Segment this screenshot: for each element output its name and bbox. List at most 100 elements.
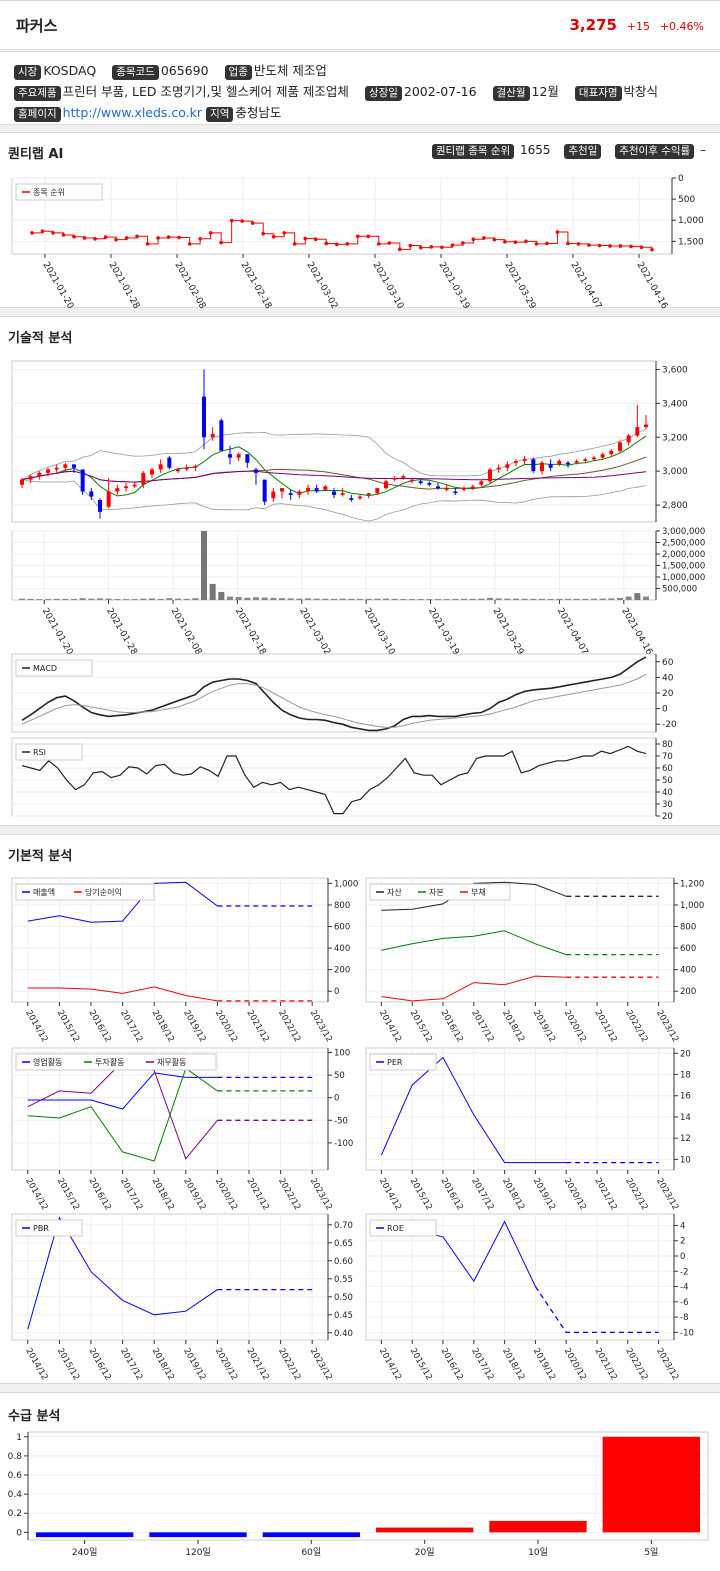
volume-bar bbox=[27, 598, 34, 600]
price-y-tick-label: 2,800 bbox=[662, 501, 688, 511]
macd-y-tick-label: 60 bbox=[662, 658, 674, 668]
rsi-y-tick-label: 40 bbox=[662, 788, 673, 798]
sales-x-tick-label: 2021/12 bbox=[244, 1009, 270, 1045]
cashflow-x-tick-label: 2023/12 bbox=[308, 1177, 334, 1213]
stock-header: 파커스 3,275 +15 +0.46% bbox=[0, 0, 720, 50]
pbr-y-tick-label: 0.65 bbox=[334, 1239, 353, 1249]
volume-bar bbox=[478, 598, 485, 600]
rank-point bbox=[503, 239, 507, 244]
volume-bar bbox=[426, 599, 433, 601]
rank-point bbox=[355, 234, 360, 239]
fiscal-value: 12월 bbox=[531, 84, 559, 99]
sales-legend-label: 당기순이익 bbox=[85, 887, 122, 897]
ai-title: 퀀티랩 AI bbox=[8, 147, 64, 162]
price-upper-band bbox=[21, 428, 647, 480]
price-candle-body bbox=[531, 459, 536, 472]
price-candle-body bbox=[54, 467, 59, 470]
volume-bar bbox=[62, 598, 69, 600]
balance-y-tick-label: 1,000 bbox=[680, 901, 704, 911]
price-candle-body bbox=[418, 481, 423, 484]
price-candle-body bbox=[548, 464, 553, 468]
per-legend-box bbox=[369, 1053, 437, 1071]
rank-point bbox=[524, 239, 528, 244]
price-candle-body bbox=[150, 469, 154, 475]
supply-x-tick-label: 240일 bbox=[72, 1547, 97, 1558]
sales-y-tick-label: 400 bbox=[334, 944, 350, 954]
rank-point bbox=[93, 237, 97, 241]
supply-x-tick-label: 60일 bbox=[301, 1547, 321, 1558]
rank-point bbox=[345, 242, 350, 246]
products-tag: 주요제품 bbox=[14, 86, 61, 101]
rank-y-tick-label: 500 bbox=[678, 195, 695, 205]
ceo-value: 박창식 bbox=[623, 84, 659, 99]
volume-bar bbox=[36, 599, 43, 601]
rank-point bbox=[492, 237, 497, 242]
volume-bar bbox=[573, 598, 580, 600]
price-ma60-line bbox=[21, 470, 647, 483]
supply-plot-area bbox=[27, 1431, 709, 1541]
balance-x-tick-label: 2021/12 bbox=[592, 1009, 618, 1045]
volume-bar bbox=[244, 597, 251, 600]
volume-bar bbox=[608, 598, 615, 600]
price-x-tick-label: 2021-01-20 bbox=[40, 607, 75, 658]
volume-bar bbox=[88, 598, 95, 600]
volume-bar bbox=[495, 598, 502, 600]
price-candle-body bbox=[401, 476, 406, 478]
volume-bar bbox=[435, 599, 441, 601]
price-candle-body bbox=[219, 420, 224, 451]
rank-value: 1655 bbox=[520, 143, 551, 157]
roe-x-tick-label: 2022/12 bbox=[623, 1347, 649, 1383]
per-legend-label: PER bbox=[387, 1058, 403, 1067]
rank-y-tick-label: 0 bbox=[678, 174, 684, 184]
macd-legend-label: MACD bbox=[33, 664, 57, 673]
volume-bar bbox=[209, 583, 216, 600]
supply-y-tick-label: 0 bbox=[16, 1528, 22, 1538]
company-info: 시장 KOSDAQ 종목코드 065690 업종 반도체 제조업 주요제품 프린터 부품… bbox=[0, 51, 720, 125]
region-value: 충청남도 bbox=[235, 105, 282, 120]
volume-bar bbox=[417, 598, 424, 600]
volume-bar bbox=[157, 598, 164, 600]
volume-bar bbox=[539, 598, 545, 600]
current-price: 3,275 bbox=[569, 16, 617, 34]
rank-point bbox=[450, 243, 455, 247]
price-candle-body bbox=[410, 479, 414, 482]
rank-point bbox=[145, 242, 150, 246]
ai-rank-bar: 퀀티랩 종목 순위 1655 추천일 추천이후 수익률 – bbox=[431, 143, 706, 159]
price-candle-body bbox=[158, 464, 163, 470]
rsi-y-tick-label: 70 bbox=[662, 752, 673, 762]
rank-point bbox=[482, 236, 486, 240]
macd-y-tick-label: 20 bbox=[662, 689, 674, 699]
rank-point bbox=[40, 229, 45, 233]
per-y-tick-label: 16 bbox=[680, 1092, 691, 1102]
cashflow-x-tick-label: 2022/12 bbox=[276, 1177, 302, 1213]
volume-bar bbox=[296, 598, 303, 600]
volume-bar bbox=[192, 598, 199, 600]
cashflow-x-tick-label: 2014/12 bbox=[23, 1177, 49, 1213]
sales-y-tick-label: 200 bbox=[334, 966, 350, 976]
rank-point bbox=[82, 236, 87, 240]
pbr-y-tick-label: 0.45 bbox=[334, 1311, 353, 1321]
per-x-tick-label: 2015/12 bbox=[408, 1177, 434, 1213]
balance-legend-label: 자본 bbox=[429, 888, 444, 897]
rank-point bbox=[587, 243, 591, 247]
volume-bar bbox=[322, 598, 329, 600]
per-x-tick-label: 2020/12 bbox=[562, 1177, 588, 1213]
pbr-y-tick-label: 0.40 bbox=[334, 1329, 353, 1339]
rank-point bbox=[282, 231, 287, 235]
volume-bar bbox=[556, 598, 563, 600]
homepage-link[interactable]: http://www.xleds.co.kr bbox=[62, 105, 203, 120]
rank-point bbox=[534, 242, 539, 246]
price-candle-body bbox=[592, 457, 596, 460]
sales-x-tick-label: 2020/12 bbox=[213, 1009, 239, 1045]
cashflow-y-tick-label: 50 bbox=[334, 1071, 345, 1081]
market-tag: 시장 bbox=[14, 65, 42, 80]
rank-point bbox=[555, 230, 560, 234]
fiscal-tag: 결산월 bbox=[492, 86, 530, 101]
balance-series-line bbox=[381, 881, 567, 911]
sales-y-tick-label: 0 bbox=[334, 987, 339, 997]
pbr-legend-box bbox=[15, 1219, 83, 1237]
rsi-legend-label: RSI bbox=[33, 748, 46, 757]
supply-bar bbox=[262, 1532, 360, 1538]
industry-tag: 업종 bbox=[224, 65, 252, 80]
